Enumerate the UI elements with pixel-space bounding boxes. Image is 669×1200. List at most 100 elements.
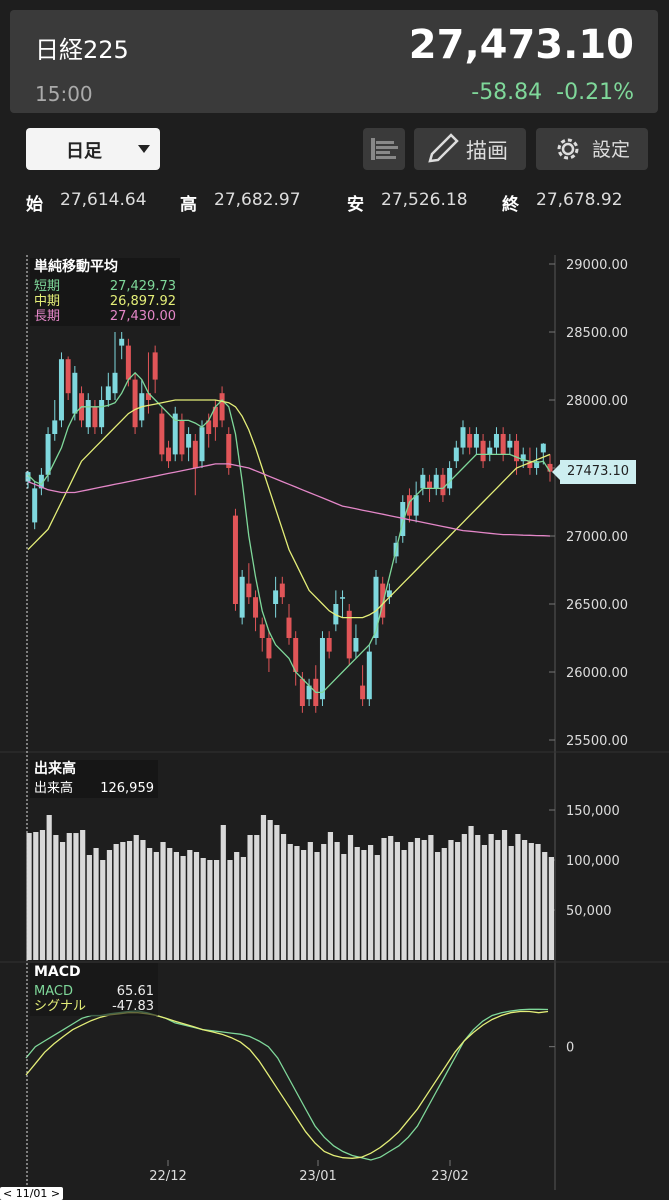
- price-axis-label: 28500.00: [566, 326, 628, 341]
- volume-bar: [394, 842, 400, 960]
- candle-body: [447, 468, 453, 489]
- volume-bar: [461, 834, 467, 960]
- candle-body: [226, 434, 232, 468]
- candle-body: [246, 583, 252, 598]
- volume-bar: [100, 860, 106, 960]
- candle-body: [172, 413, 178, 455]
- volume-bar: [475, 835, 481, 960]
- volume-bar: [39, 830, 46, 960]
- volume-bar: [341, 854, 347, 960]
- signal-label: シグナル: [34, 999, 87, 1014]
- settings-button[interactable]: 設定: [536, 128, 648, 170]
- volume-bar: [160, 842, 166, 960]
- volume-bar: [455, 842, 461, 960]
- quote-time: 15:00: [35, 82, 93, 106]
- candle-body: [427, 481, 433, 489]
- volume-bar: [247, 835, 253, 960]
- candle-body: [239, 576, 245, 618]
- ma-short-line: [27, 371, 551, 694]
- close-value: 27,678.92: [536, 190, 623, 210]
- ma-legend-title: 単純移動平均: [34, 259, 118, 275]
- candle-body: [192, 440, 198, 468]
- candle-body: [232, 515, 238, 604]
- candle-body: [159, 413, 165, 455]
- candle-body: [72, 372, 78, 414]
- period-select[interactable]: 日足: [26, 128, 160, 170]
- candle-body: [440, 474, 446, 496]
- volume-bar: [515, 834, 521, 960]
- volume-bar: [126, 841, 133, 960]
- candle-body: [38, 474, 44, 489]
- draw-button[interactable]: 描画: [414, 128, 526, 170]
- volume-bar: [33, 832, 39, 960]
- candle-body: [259, 624, 265, 638]
- candle-body: [480, 440, 486, 462]
- candle-body: [487, 447, 493, 455]
- low-key: 安: [347, 195, 364, 215]
- candle-body: [99, 400, 105, 428]
- candle-body: [92, 406, 98, 428]
- volume-bar: [46, 815, 52, 960]
- ma-mid-label: 中期: [34, 294, 61, 309]
- date-axis-label: 23/02: [431, 1169, 468, 1184]
- volume-bar: [240, 857, 246, 960]
- candle-body: [273, 590, 279, 604]
- volume-bar: [334, 842, 340, 960]
- candle-body: [179, 420, 185, 455]
- volume-bar: [548, 857, 554, 960]
- candle-body: [340, 597, 346, 599]
- candle-body: [380, 583, 386, 618]
- macd-label: MACD: [34, 984, 73, 999]
- ma-long-value: 27,430.00: [109, 309, 176, 324]
- volume-axis-label: 50,000: [566, 904, 612, 919]
- volume-bar: [73, 833, 79, 960]
- ma-long-label: 長期: [34, 309, 61, 324]
- candle-body: [527, 461, 533, 468]
- volume-bar: [80, 830, 86, 960]
- candle-body: [299, 678, 305, 706]
- volume-bar: [173, 852, 180, 960]
- volume-bar: [207, 860, 213, 960]
- volume-axis-label: 100,000: [566, 854, 620, 869]
- candle-body: [507, 440, 513, 448]
- volume-bar: [153, 852, 159, 960]
- volume-bar: [542, 852, 548, 960]
- candle-body: [145, 393, 151, 400]
- change-percent: -0.21%: [556, 80, 634, 105]
- candle-body: [286, 617, 292, 638]
- ma-short-value: 27,429.73: [109, 279, 176, 294]
- volume-bar: [428, 835, 434, 960]
- current-price: 27,473.10: [408, 22, 634, 68]
- volume-bar: [481, 845, 488, 960]
- candle-body: [125, 345, 131, 380]
- volume-bar: [468, 826, 474, 960]
- candle-body: [346, 610, 352, 659]
- volume-bar: [113, 844, 119, 960]
- candle-body: [326, 638, 332, 652]
- candle-body: [373, 576, 379, 638]
- candle-body: [386, 590, 392, 598]
- volume-bar: [421, 840, 427, 960]
- candle-body: [65, 359, 71, 394]
- volume-bar: [147, 848, 153, 960]
- volume-bar: [234, 852, 240, 960]
- low-value: 27,526.18: [381, 190, 468, 210]
- candle-body: [199, 427, 205, 462]
- bars-icon: [371, 138, 398, 160]
- candle-body: [400, 502, 406, 536]
- volume-bar: [200, 858, 206, 960]
- price-axis-label: 28000.00: [566, 394, 628, 409]
- volume-bar: [414, 838, 421, 960]
- volume-bar: [93, 848, 99, 960]
- volume-bar: [260, 815, 267, 960]
- volume-bar: [120, 842, 126, 960]
- candle-body: [206, 420, 212, 434]
- volume-bar: [388, 836, 394, 960]
- volume-bar: [267, 820, 273, 960]
- volume-bar: [274, 825, 280, 960]
- volume-bar: [448, 840, 454, 960]
- candle-body: [520, 454, 526, 462]
- indicator-list-button[interactable]: [363, 128, 405, 170]
- volume-bar: [66, 833, 72, 960]
